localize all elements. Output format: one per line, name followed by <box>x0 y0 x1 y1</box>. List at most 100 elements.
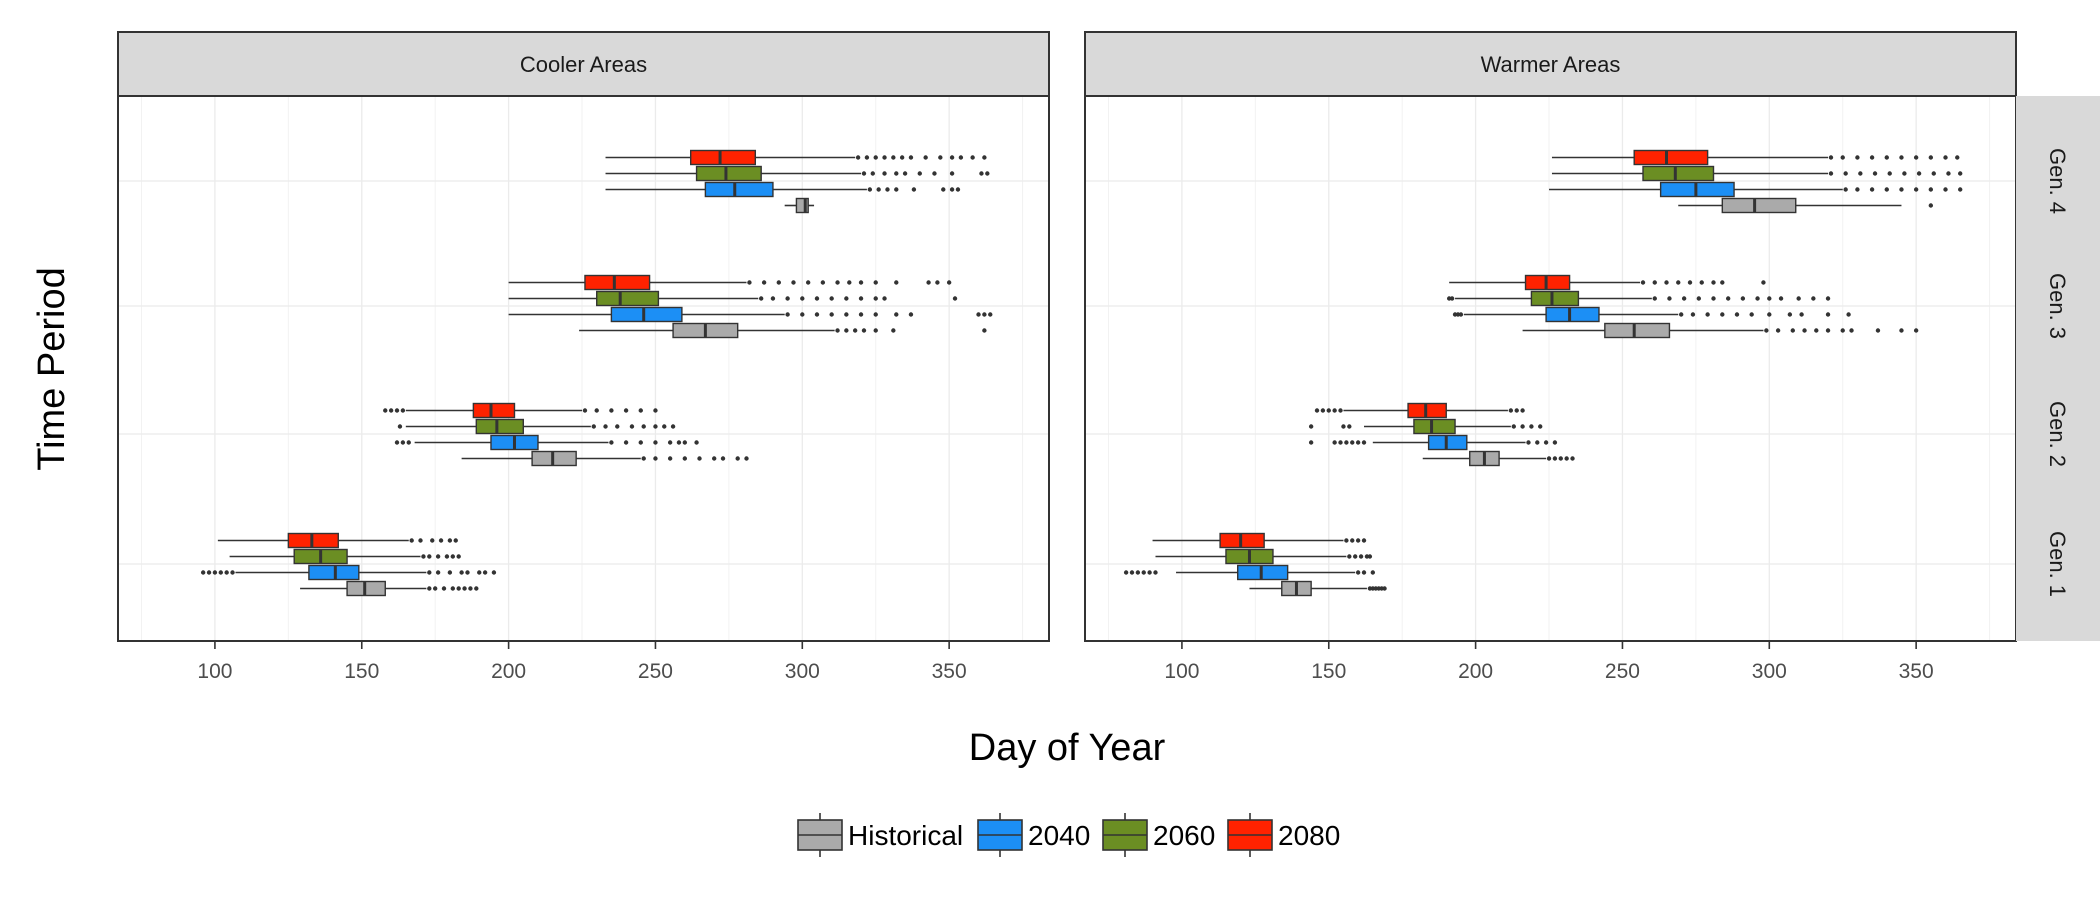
outlier-point <box>1928 155 1934 160</box>
box-body <box>472 402 516 419</box>
outlier-point <box>427 586 432 591</box>
outlier-point <box>1664 280 1669 285</box>
box-body <box>1413 418 1456 435</box>
outlier-point <box>711 456 717 461</box>
outlier-point <box>491 570 497 575</box>
outlier-point <box>958 155 964 160</box>
outlier-point <box>867 187 873 192</box>
box-body <box>1604 322 1671 339</box>
outlier-point <box>1855 187 1860 192</box>
box-2040 <box>1549 181 1963 198</box>
outlier-point <box>882 296 887 301</box>
outlier-point <box>979 171 984 176</box>
outlier-point <box>744 456 749 461</box>
box-historical <box>1678 197 1934 214</box>
box-2080 <box>1449 274 1766 291</box>
outlier-point <box>1350 440 1355 445</box>
outlier-point <box>667 440 673 445</box>
outlier-point <box>1520 424 1525 429</box>
outlier-point <box>720 456 726 461</box>
outlier-point <box>1696 296 1702 301</box>
x-tick-label: 150 <box>344 660 379 683</box>
outlier-point <box>932 171 937 176</box>
x-axis: 100 150 200 250 300 350 100 150 200 250 300 350 <box>197 641 1934 683</box>
outlier-point <box>1843 187 1848 192</box>
outlier-point <box>908 312 914 317</box>
panel-background <box>1085 96 2016 641</box>
outlier-point <box>218 570 223 575</box>
outlier-point <box>858 296 864 301</box>
outlier-point <box>1458 312 1464 317</box>
box-body <box>704 181 774 198</box>
outlier-point <box>894 171 899 176</box>
outlier-point <box>670 424 676 429</box>
outlier-point <box>1767 312 1772 317</box>
outlier-point <box>1347 424 1352 429</box>
outlier-point <box>988 312 993 317</box>
outlier-point <box>1543 440 1549 445</box>
outlier-point <box>747 280 752 285</box>
outlier-point <box>855 155 861 160</box>
outlier-point <box>432 586 438 591</box>
outlier-point <box>820 280 826 285</box>
outlier-point <box>1355 538 1361 543</box>
outlier-point <box>1352 554 1358 559</box>
outlier-point <box>397 424 403 429</box>
row-facet-label: Gen. 4 <box>2045 148 2070 214</box>
box-body <box>1530 290 1580 307</box>
outlier-point <box>653 424 658 429</box>
outlier-point <box>406 440 411 445</box>
outlier-point <box>1449 296 1455 301</box>
outlier-point <box>1913 187 1919 192</box>
outlier-point <box>970 155 975 160</box>
x-tick-label: 350 <box>932 660 967 683</box>
outlier-point <box>1825 328 1831 333</box>
outlier-point <box>653 440 658 445</box>
outlier-point <box>623 408 629 413</box>
outlier-point <box>1338 440 1343 445</box>
outlier-point <box>1799 312 1804 317</box>
box-2040 <box>1308 434 1558 451</box>
outlier-point <box>982 155 987 160</box>
outlier-point <box>1361 570 1367 575</box>
outlier-point <box>770 296 776 301</box>
outlier-point <box>653 408 658 413</box>
outlier-point <box>1872 171 1878 176</box>
outlier-point <box>456 586 461 591</box>
box-2040 <box>1452 306 1851 323</box>
outlier-point <box>1520 408 1525 413</box>
x-tick-label: 150 <box>1311 660 1346 683</box>
outlier-point <box>591 424 596 429</box>
outlier-point <box>1884 155 1889 160</box>
outlier-point <box>1338 408 1343 413</box>
outlier-point <box>653 456 658 461</box>
outlier-point <box>1802 328 1807 333</box>
outlier-point <box>400 440 406 445</box>
outlier-point <box>1928 203 1934 208</box>
outlier-point <box>923 155 928 160</box>
outlier-point <box>1678 312 1684 317</box>
box-2060 <box>605 165 990 182</box>
outlier-point <box>1308 424 1314 429</box>
outlier-point <box>1344 440 1349 445</box>
facet-label: Warmer Areas <box>1481 52 1621 77</box>
outlier-point <box>1840 328 1845 333</box>
box-2080 <box>1551 149 1960 166</box>
box-body <box>695 165 762 182</box>
box-2060 <box>1308 418 1543 435</box>
box-historical <box>579 322 987 339</box>
outlier-point <box>1840 155 1845 160</box>
box-body <box>596 290 660 307</box>
outlier-point <box>1546 456 1552 461</box>
box-body <box>610 306 683 323</box>
outlier-point <box>459 570 464 575</box>
outlier-point <box>1955 155 1960 160</box>
box-2060 <box>229 548 461 565</box>
box-2060 <box>508 290 958 307</box>
group-gen-4 <box>605 149 990 214</box>
y-axis-title: Time Period <box>31 267 73 470</box>
facet-label: Cooler Areas <box>520 52 647 77</box>
outlier-point <box>952 296 958 301</box>
box-2080 <box>1152 532 1367 549</box>
outlier-point <box>453 538 458 543</box>
